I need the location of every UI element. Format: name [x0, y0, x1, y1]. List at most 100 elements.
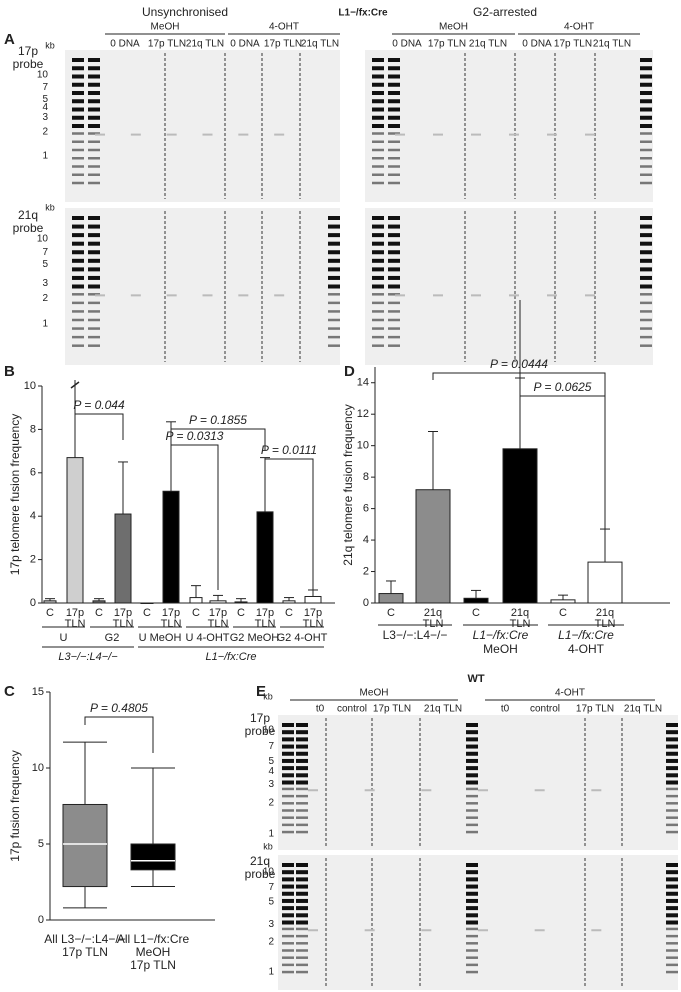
ladder-band: [328, 301, 340, 305]
ladder-band: [296, 816, 308, 819]
y-tick-label: 2: [30, 554, 36, 566]
ladder-band: [282, 898, 294, 903]
ladder-band: [88, 148, 100, 152]
ladder-band: [296, 877, 308, 882]
panel-label: E: [256, 683, 266, 700]
ladder-band: [296, 891, 308, 896]
size-marker: 1: [42, 151, 48, 162]
ladder-band: [88, 284, 100, 289]
gel-band: [585, 294, 595, 297]
ladder-band: [72, 132, 84, 135]
ladder-band: [466, 927, 478, 931]
ladder-band: [282, 891, 294, 896]
ladder-band: [372, 148, 384, 152]
ladder-band: [372, 310, 384, 313]
gel-title: L1−/fx:Cre: [338, 8, 388, 19]
ladder-band: [466, 780, 478, 785]
group-label: L1−/fx:Cre: [558, 628, 614, 642]
ladder-band: [372, 99, 384, 104]
ladder-band: [388, 148, 400, 152]
ladder-band: [466, 773, 478, 778]
ladder-band: [282, 794, 294, 798]
ladder-band: [466, 863, 478, 867]
ladder-band: [388, 344, 400, 347]
size-marker: 1: [268, 967, 274, 978]
ladder-band: [388, 216, 400, 220]
ladder-band: [640, 157, 652, 160]
size-marker: 10: [263, 725, 275, 736]
y-tick-label: 2: [363, 565, 369, 577]
size-marker: 3: [42, 278, 48, 289]
probe-label: probe: [245, 867, 276, 881]
ladder-band: [372, 216, 384, 220]
ladder-band: [466, 963, 478, 967]
gel-band: [364, 789, 375, 792]
ladder-band: [328, 284, 340, 289]
ladder-band: [72, 233, 84, 238]
ladder-band: [282, 927, 294, 931]
ladder-band: [282, 737, 294, 742]
ladder-band: [640, 310, 652, 313]
ladder-band: [466, 794, 478, 798]
x-tick-label: C: [285, 607, 293, 619]
ladder-band: [466, 816, 478, 819]
ladder-band: [372, 115, 384, 120]
ladder-band: [466, 751, 478, 756]
lane-label: 0 DNA: [392, 39, 422, 50]
ladder-band: [282, 730, 294, 735]
gel-band: [433, 133, 443, 136]
significance-bracket: [170, 440, 219, 590]
x-tick-label: C: [237, 607, 245, 619]
size-marker: 3: [42, 112, 48, 123]
y-tick-label: 14: [357, 377, 369, 389]
ladder-band: [666, 809, 678, 812]
significance-bracket: [84, 716, 154, 753]
ladder-band: [666, 780, 678, 785]
y-axis-label: 21q telomere fusion frequency: [341, 404, 355, 565]
ladder-band: [88, 258, 100, 263]
y-tick-label: 15: [32, 686, 44, 698]
lane-label: 0 DNA: [522, 39, 552, 50]
x-tick-label: 17p TLN: [207, 607, 229, 630]
size-marker: 2: [268, 937, 274, 948]
ladder-band: [296, 970, 308, 974]
ladder-band: [72, 91, 84, 95]
ladder-band: [388, 74, 400, 79]
ladder-band: [666, 787, 678, 791]
gel-band: [585, 133, 595, 136]
ladder-band: [466, 744, 478, 749]
gel-band: [421, 789, 432, 792]
ladder-band: [328, 258, 340, 263]
ladder-band: [88, 301, 100, 305]
ladder-band: [88, 91, 100, 95]
ladder-band: [666, 927, 678, 931]
ladder-band: [372, 233, 384, 238]
group-label: G2 MeOH: [230, 632, 280, 644]
bar: [162, 490, 180, 604]
ladder-band: [72, 115, 84, 120]
ladder-band: [466, 891, 478, 896]
gel-band: [202, 133, 213, 136]
y-tick-label: 6: [363, 503, 369, 515]
size-marker: 5: [268, 897, 274, 908]
ladder-band: [282, 877, 294, 882]
ladder-band: [640, 66, 652, 71]
lane-label: 21q TLN: [593, 39, 631, 50]
ladder-band: [72, 74, 84, 79]
gel-band: [591, 929, 602, 932]
p-value: P = 0.0444: [490, 357, 548, 371]
ladder-band: [666, 884, 678, 889]
x-tick-label: 17p TLN: [112, 607, 134, 630]
gel-band: [308, 789, 318, 792]
ladder-band: [372, 91, 384, 95]
ladder-band: [296, 758, 308, 763]
ladder-band: [372, 124, 384, 128]
gel-band: [547, 133, 557, 136]
y-tick-label: 4: [363, 534, 369, 546]
x-tick-label: All L3−/−:L4−/−: [44, 932, 125, 946]
y-tick-label: 8: [30, 423, 36, 435]
ladder-band: [328, 216, 340, 220]
ladder-band: [666, 920, 678, 925]
bar: [378, 593, 404, 604]
ladder-band: [282, 744, 294, 749]
